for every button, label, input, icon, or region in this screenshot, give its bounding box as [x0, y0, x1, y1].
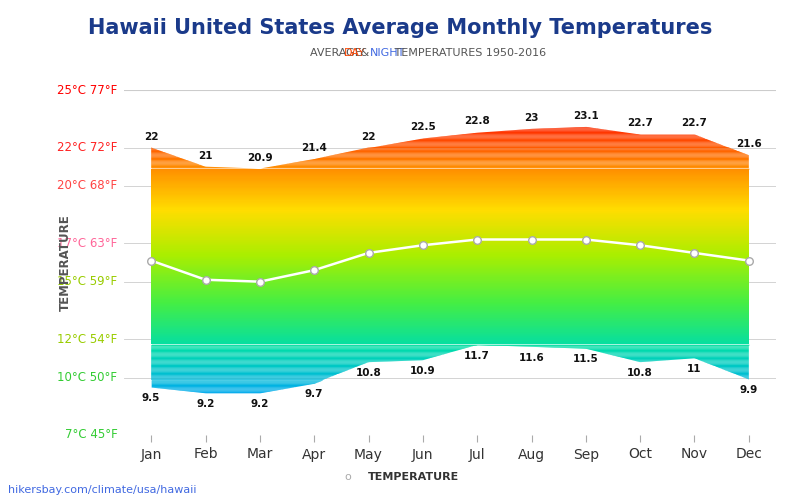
Point: [470, 236, 483, 244]
Text: 10.8: 10.8: [627, 368, 653, 378]
Text: 22.7: 22.7: [682, 118, 707, 128]
Text: 25°C 77°F: 25°C 77°F: [58, 84, 118, 96]
Text: 22.8: 22.8: [464, 116, 490, 126]
Point: [145, 256, 158, 264]
Text: 23.1: 23.1: [573, 110, 598, 120]
Text: 9.7: 9.7: [305, 389, 323, 399]
Text: 10.8: 10.8: [356, 368, 382, 378]
Text: 9.2: 9.2: [196, 398, 214, 408]
Text: 21.6: 21.6: [736, 140, 762, 149]
Text: NIGHT: NIGHT: [370, 48, 406, 58]
Point: [417, 242, 430, 250]
Text: 10.9: 10.9: [410, 366, 436, 376]
Text: 9.5: 9.5: [142, 393, 160, 403]
Text: 11.7: 11.7: [464, 350, 490, 360]
Text: TEMPERATURE: TEMPERATURE: [59, 214, 72, 311]
Text: 10°C 50°F: 10°C 50°F: [58, 371, 118, 384]
Text: 21: 21: [198, 151, 213, 161]
Point: [362, 249, 375, 257]
Text: 12°C 54°F: 12°C 54°F: [58, 332, 118, 345]
Text: hikersbay.com/climate/usa/hawaii: hikersbay.com/climate/usa/hawaii: [8, 485, 197, 495]
Text: TEMPERATURES 1950-2016: TEMPERATURES 1950-2016: [391, 48, 546, 58]
Text: 22: 22: [362, 132, 376, 142]
Text: 9.2: 9.2: [250, 398, 269, 408]
Text: Hawaii United States Average Monthly Temperatures: Hawaii United States Average Monthly Tem…: [88, 18, 712, 38]
Text: o: o: [345, 472, 351, 482]
Text: 7°C 45°F: 7°C 45°F: [65, 428, 118, 442]
Text: &: &: [357, 48, 373, 58]
Text: 22: 22: [144, 132, 158, 142]
Text: 23: 23: [524, 112, 538, 122]
Text: TEMPERATURE: TEMPERATURE: [368, 472, 459, 482]
Text: 22.5: 22.5: [410, 122, 436, 132]
Point: [254, 278, 266, 285]
Text: 11.5: 11.5: [573, 354, 598, 364]
Text: 20°C 68°F: 20°C 68°F: [58, 180, 118, 192]
Text: 20.9: 20.9: [247, 153, 273, 163]
Point: [308, 266, 321, 274]
Text: AVERAGE: AVERAGE: [310, 48, 366, 58]
Point: [688, 249, 701, 257]
Text: 15°C 59°F: 15°C 59°F: [58, 275, 118, 288]
Point: [525, 236, 538, 244]
Text: 11: 11: [687, 364, 702, 374]
Text: DAY: DAY: [344, 48, 366, 58]
Text: 17°C 63°F: 17°C 63°F: [58, 237, 118, 250]
Point: [199, 276, 212, 284]
Text: 21.4: 21.4: [302, 143, 327, 153]
Text: 22.7: 22.7: [627, 118, 653, 128]
Point: [742, 256, 755, 264]
Point: [579, 236, 592, 244]
Text: 22°C 72°F: 22°C 72°F: [57, 141, 118, 154]
Point: [634, 242, 646, 250]
Text: 11.6: 11.6: [518, 352, 544, 362]
Text: 9.9: 9.9: [740, 385, 758, 395]
